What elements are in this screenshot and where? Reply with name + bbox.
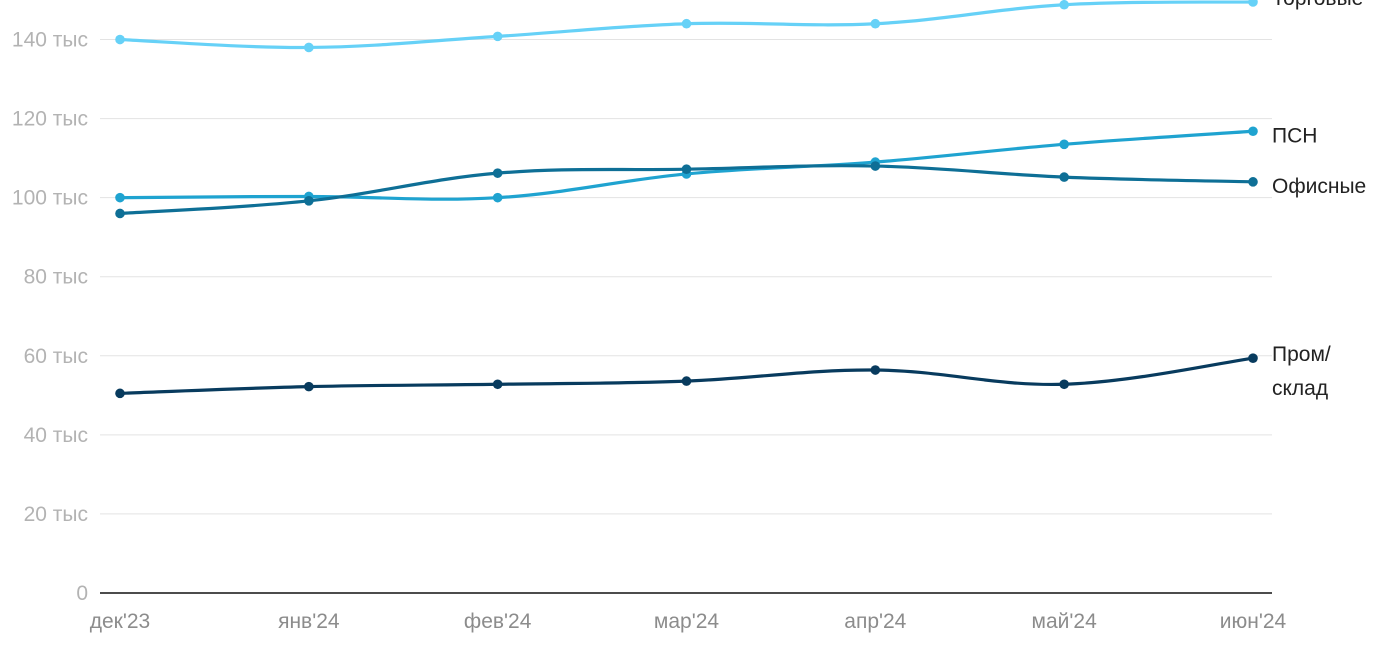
- x-axis-ticks: дек'23 янв'24 фев'24 мар'24 апр'24 май'24 июн'…: [90, 610, 1287, 633]
- data-point: [115, 388, 125, 399]
- data-point: [304, 381, 314, 392]
- data-point: [115, 34, 125, 45]
- data-point: [492, 192, 503, 203]
- y-tick-label: 120 тыс: [12, 108, 88, 131]
- y-tick-label: 20 тыс: [24, 503, 88, 526]
- data-point: [304, 42, 314, 53]
- x-tick-label: янв'24: [278, 610, 340, 633]
- data-point: [681, 164, 692, 175]
- x-tick-label: фев'24: [464, 610, 532, 633]
- data-point: [1059, 379, 1069, 390]
- x-tick-label: мар'24: [654, 610, 719, 633]
- data-point: [115, 192, 125, 203]
- data-point: [492, 168, 503, 178]
- y-tick-label: 100 тыс: [12, 187, 88, 210]
- y-tick-label: 140 тыс: [12, 29, 88, 52]
- data-point: [1248, 0, 1258, 7]
- data-point: [115, 208, 125, 219]
- series-label: Торговые: [1272, 0, 1363, 10]
- series-label: Офисные: [1272, 175, 1366, 198]
- series-label: Пром/: [1272, 343, 1331, 366]
- data-point: [1248, 126, 1258, 137]
- series-пром-склад: [115, 353, 1258, 399]
- series-торговые: [115, 0, 1258, 53]
- data-point: [1059, 0, 1069, 10]
- y-tick-label: 40 тыс: [24, 424, 88, 447]
- x-tick-label: июн'24: [1220, 610, 1287, 633]
- data-point: [681, 18, 692, 29]
- data-point: [870, 161, 881, 171]
- x-tick-label: дек'23: [90, 610, 151, 633]
- series-lines: [115, 0, 1258, 399]
- data-point: [1248, 353, 1258, 363]
- series-офисные: [115, 161, 1258, 219]
- data-point: [304, 196, 314, 206]
- y-axis-ticks: 0 20 тыс 40 тыс 60 тыс 80 тыс 100 тыс 120 тыс 1…: [12, 29, 88, 605]
- series-line: [118, 356, 1255, 395]
- data-point: [1059, 139, 1069, 150]
- data-point: [1248, 177, 1258, 187]
- y-tick-label: 60 тыс: [24, 345, 88, 368]
- y-tick-label: 80 тыс: [24, 266, 88, 289]
- series-labels: Торговые ПСН Офисные Пром/склад: [1272, 0, 1366, 400]
- data-point: [870, 365, 881, 375]
- x-tick-label: апр'24: [844, 610, 906, 633]
- x-tick-label: май'24: [1032, 610, 1098, 633]
- data-point: [870, 18, 881, 29]
- data-point: [492, 31, 503, 42]
- data-point: [681, 376, 692, 386]
- data-point: [492, 379, 503, 390]
- y-tick-label: 0: [76, 582, 88, 605]
- data-point: [1059, 172, 1069, 182]
- series-label: склад: [1272, 377, 1328, 400]
- gridlines: [100, 39, 1272, 515]
- series-label: ПСН: [1272, 124, 1317, 147]
